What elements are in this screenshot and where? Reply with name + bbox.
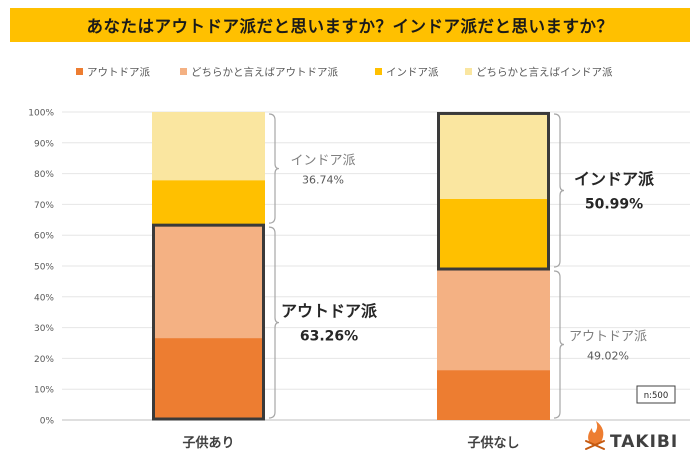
flame-icon xyxy=(588,421,604,446)
highlight-box xyxy=(437,111,550,271)
annotation-value: 49.02% xyxy=(587,350,629,363)
firewood-icon xyxy=(585,440,605,450)
chart-title: あなたはアウトドア派だと思いますか？インドア派だと思いますか？ xyxy=(86,17,614,36)
y-tick-label: 40% xyxy=(34,293,54,303)
y-tick-label: 10% xyxy=(34,386,54,396)
bar-segment xyxy=(152,225,265,339)
y-tick-label: 60% xyxy=(34,232,54,242)
annotation-label: インドア派 xyxy=(290,154,355,169)
legend-label: アウトドア派 xyxy=(87,67,150,79)
annotation-value: 36.74% xyxy=(302,174,344,187)
bar-segment xyxy=(437,269,550,371)
legend-swatch xyxy=(375,68,382,75)
brand-logo-text: TAKIBI xyxy=(610,432,678,452)
group-bracket xyxy=(268,113,280,224)
bar-segment xyxy=(437,198,550,270)
sample-size-box xyxy=(636,385,676,404)
y-tick-label: 30% xyxy=(34,324,54,334)
highlight-box xyxy=(152,223,265,421)
y-tick-label: 20% xyxy=(34,355,54,365)
bar-segment xyxy=(437,111,550,199)
legend-label: どちらかと言えばインドア派 xyxy=(476,66,613,79)
title-bar: あなたはアウトドア派だと思いますか？インドア派だと思いますか？ xyxy=(10,8,690,42)
legend-swatch xyxy=(76,68,83,75)
y-tick-label: 100% xyxy=(28,109,54,119)
y-tick-label: 0% xyxy=(40,417,55,427)
annotation-label: インドア派 xyxy=(574,169,655,188)
bar-segment xyxy=(152,112,265,181)
legend-label: インドア派 xyxy=(386,67,439,79)
annotation-label: アウトドア派 xyxy=(569,330,647,345)
sample-size-label: n:500 xyxy=(644,391,668,401)
bar-segment xyxy=(152,180,265,226)
group-bracket xyxy=(553,113,565,268)
legend-swatch xyxy=(465,68,472,75)
bar-segment xyxy=(437,370,550,420)
y-tick-label: 50% xyxy=(34,263,54,273)
annotation-value: 50.99% xyxy=(585,196,643,212)
legend-label: どちらかと言えばアウトドア派 xyxy=(191,66,338,79)
annotation-label: アウトドア派 xyxy=(281,302,378,321)
x-category-label: 子供なし xyxy=(467,435,519,451)
x-category-label: 子供あり xyxy=(182,435,234,451)
y-tick-label: 90% xyxy=(34,139,54,149)
legend-swatch xyxy=(180,68,187,75)
y-tick-label: 80% xyxy=(34,170,54,180)
bar-segment xyxy=(152,338,265,420)
annotation-value: 63.26% xyxy=(300,329,358,345)
group-bracket xyxy=(553,270,565,419)
group-bracket xyxy=(268,226,280,419)
y-tick-label: 70% xyxy=(34,201,54,211)
